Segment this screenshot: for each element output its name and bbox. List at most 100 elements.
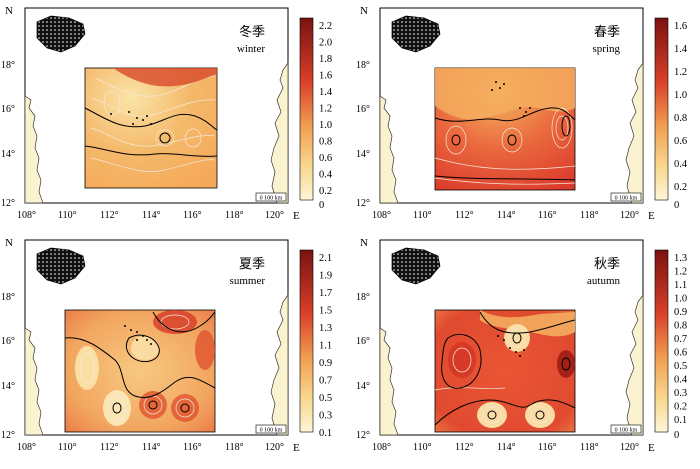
colorbar-labels: 1.3 1.2 1.1 1.0 0.9 0.8 0.7 0.6 0.5 0.4 … — [674, 253, 688, 441]
svg-text:0.4: 0.4 — [319, 170, 333, 181]
svg-text:0.9: 0.9 — [674, 307, 687, 318]
svg-text:0.6: 0.6 — [674, 348, 687, 359]
svg-text:0.5: 0.5 — [319, 393, 332, 404]
svg-text:108°: 108° — [17, 442, 36, 453]
svg-text:120°: 120° — [620, 442, 639, 453]
contour-lines — [79, 314, 195, 421]
svg-text:0.5: 0.5 — [674, 361, 687, 372]
hainan-island — [36, 247, 86, 285]
lat-tick-labels: 18° 16° 14° 12° — [356, 60, 370, 209]
hainan-island — [391, 15, 441, 53]
svg-text:116°: 116° — [183, 210, 202, 221]
svg-text:0: 0 — [319, 200, 324, 211]
colorbar: 2.1 1.9 1.7 1.5 1.3 1.1 0.9 0.7 0.5 0.3 … — [299, 249, 332, 439]
scale-bar-box — [255, 192, 287, 202]
svg-text:114°: 114° — [497, 210, 516, 221]
svg-text:112°: 112° — [100, 210, 119, 221]
svg-text:1.9: 1.9 — [319, 271, 332, 282]
svg-text:110°: 110° — [58, 210, 77, 221]
east-label: E — [648, 442, 655, 454]
svg-text:110°: 110° — [58, 442, 77, 453]
svg-text:2.1: 2.1 — [319, 253, 332, 264]
lat-tick-labels: 18° 16° 14° 12° — [1, 60, 15, 209]
svg-text:108°: 108° — [372, 210, 391, 221]
panel-autumn: 0 100 km 秋季 autumn 1.3 1.2 1.1 1.0 0.9 0… — [356, 237, 688, 454]
panel-summer: 0 100 km 夏季 summer 2.1 1.9 1.7 1.5 1.3 1… — [1, 237, 332, 454]
contour-red-band — [113, 68, 217, 87]
svg-text:108°: 108° — [372, 442, 391, 453]
svg-text:1.4: 1.4 — [674, 44, 688, 55]
svg-text:0.9: 0.9 — [319, 358, 332, 369]
season-cn-label: 夏季 — [239, 256, 265, 271]
lon-tick-labels: 108° 110° 112° 114° 116° 118° 120° — [17, 442, 284, 453]
svg-text:18°: 18° — [356, 292, 370, 303]
contour-bold-lines — [64, 311, 216, 414]
svg-text:16°: 16° — [1, 336, 15, 347]
svg-text:0.4: 0.4 — [674, 159, 688, 170]
svg-text:1.8: 1.8 — [319, 54, 332, 65]
season-en-label: winter — [237, 43, 265, 55]
svg-text:0.8: 0.8 — [319, 137, 332, 148]
svg-text:0.8: 0.8 — [674, 113, 687, 124]
svg-text:112°: 112° — [100, 442, 119, 453]
svg-text:1.6: 1.6 — [319, 71, 332, 82]
panel-spring: 0 100 km 春季 spring 1.6 1.4 1.2 1.0 0.8 0… — [356, 5, 688, 222]
svg-text:1.2: 1.2 — [319, 104, 332, 115]
svg-text:1.3: 1.3 — [674, 253, 687, 264]
svg-text:112°: 112° — [455, 442, 474, 453]
north-label: N — [360, 5, 368, 17]
svg-text:18°: 18° — [356, 60, 370, 71]
season-en-label: autumn — [587, 275, 620, 287]
scale-bar-label: 0 100 km — [615, 428, 638, 434]
scale-bar-box — [610, 424, 642, 434]
coastline-west — [379, 327, 399, 436]
svg-text:120°: 120° — [620, 210, 639, 221]
colorbar: 1.3 1.2 1.1 1.0 0.9 0.8 0.7 0.6 0.5 0.4 … — [654, 249, 688, 441]
svg-text:120°: 120° — [265, 210, 284, 221]
svg-text:108°: 108° — [17, 210, 36, 221]
lon-tick-labels: 108° 110° 112° 114° 116° 118° 120° — [372, 442, 639, 453]
svg-text:118°: 118° — [225, 442, 244, 453]
svg-text:1.5: 1.5 — [319, 306, 332, 317]
contour-patches — [75, 310, 215, 426]
scale-bar-box — [255, 424, 287, 434]
svg-text:114°: 114° — [142, 210, 161, 221]
colorbar: 1.6 1.4 1.2 1.0 0.8 0.6 0.4 0.2 0 — [654, 17, 688, 211]
coastline-west — [379, 95, 399, 204]
season-cn-label: 春季 — [594, 24, 620, 39]
colorbar-labels: 2.1 1.9 1.7 1.5 1.3 1.1 0.9 0.7 0.5 0.3 … — [319, 253, 332, 439]
svg-text:12°: 12° — [356, 430, 370, 441]
hainan-island — [36, 15, 86, 53]
svg-text:0.2: 0.2 — [674, 182, 687, 193]
contour-bold-lines — [434, 107, 576, 181]
scale-bar-label: 0 100 km — [260, 428, 283, 434]
svg-text:0: 0 — [674, 430, 679, 441]
station-dots — [110, 111, 152, 125]
lat-tick-labels: 18° 16° 14° 12° — [1, 292, 15, 441]
svg-text:1.0: 1.0 — [674, 294, 687, 305]
north-label: N — [5, 5, 13, 17]
svg-text:12°: 12° — [356, 198, 370, 209]
svg-text:116°: 116° — [538, 210, 557, 221]
svg-text:0.6: 0.6 — [674, 136, 687, 147]
season-cn-label: 秋季 — [594, 256, 620, 271]
svg-text:0.7: 0.7 — [319, 376, 332, 387]
contour-lines — [434, 328, 550, 424]
svg-text:2.2: 2.2 — [319, 21, 332, 32]
svg-text:118°: 118° — [580, 442, 599, 453]
svg-text:112°: 112° — [455, 210, 474, 221]
svg-text:14°: 14° — [356, 149, 370, 160]
svg-text:0.1: 0.1 — [674, 415, 687, 426]
svg-text:114°: 114° — [142, 442, 161, 453]
colorbar-labels: 2.2 2.0 1.8 1.6 1.4 1.2 1.0 0.8 0.6 0.4 … — [319, 21, 333, 211]
svg-text:1.1: 1.1 — [674, 280, 687, 291]
contour-field — [84, 67, 218, 189]
svg-text:1.7: 1.7 — [319, 288, 332, 299]
svg-text:1.2: 1.2 — [674, 67, 687, 78]
svg-text:16°: 16° — [356, 336, 370, 347]
season-cn-label: 冬季 — [239, 24, 265, 39]
svg-text:110°: 110° — [413, 442, 432, 453]
season-en-label: spring — [593, 43, 621, 55]
lon-tick-labels: 108° 110° 112° 114° 116° 118° 120° — [372, 210, 639, 221]
